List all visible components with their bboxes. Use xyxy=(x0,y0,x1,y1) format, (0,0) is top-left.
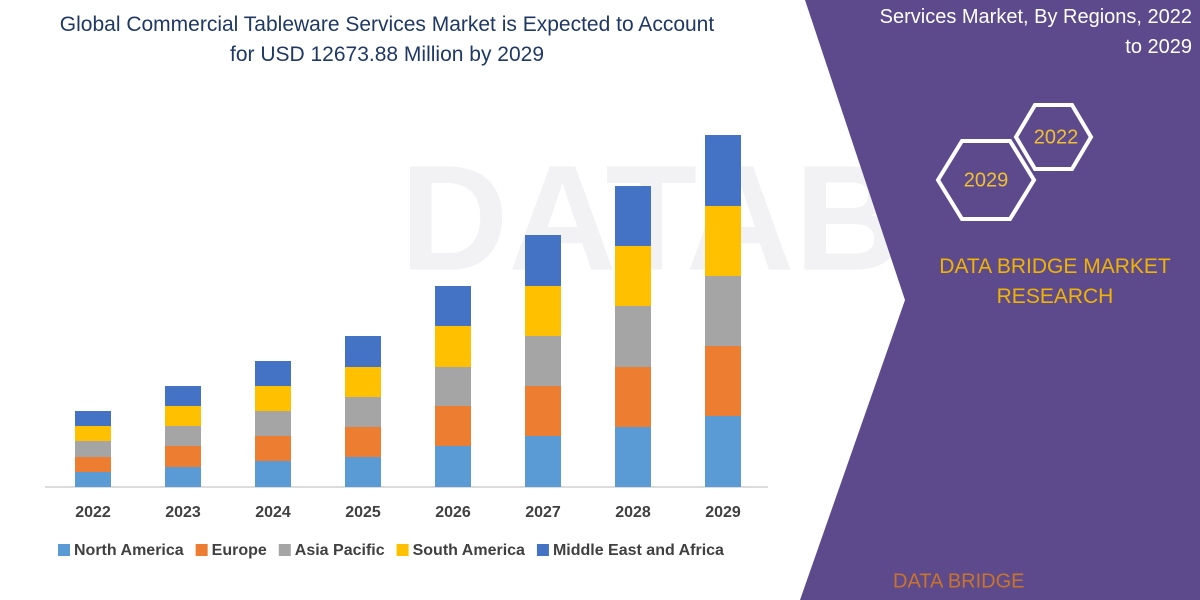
bar-segment xyxy=(705,135,741,206)
x-tick-label: 2024 xyxy=(255,504,291,521)
bar-segment xyxy=(525,235,561,286)
bar-segment xyxy=(75,426,111,441)
legend-label: North America xyxy=(74,542,184,559)
bar-segment xyxy=(165,426,201,446)
x-tick-label: 2028 xyxy=(615,504,651,521)
year-badge: 2029 xyxy=(964,169,1009,191)
legend-swatch xyxy=(195,544,208,556)
x-tick-label: 2022 xyxy=(75,504,111,521)
legend-label: Asia Pacific xyxy=(295,542,385,559)
bar-segment xyxy=(435,367,471,406)
x-tick-label: 2026 xyxy=(435,504,471,521)
legend-swatch xyxy=(536,544,549,556)
legend-swatch xyxy=(58,544,70,556)
legend-label: Europe xyxy=(212,542,267,559)
bar-segment xyxy=(345,457,381,487)
x-tick-label: 2025 xyxy=(345,504,381,521)
bar-segment xyxy=(615,427,651,487)
bar-segment xyxy=(705,346,741,416)
bar-segment xyxy=(705,416,741,487)
chart-title: Global Commercial Tableware Services Mar… xyxy=(60,13,715,66)
x-tick-label: 2029 xyxy=(705,504,741,521)
legend-label: Middle East and Africa xyxy=(553,542,724,559)
bar-segment xyxy=(525,436,561,487)
bar-segment xyxy=(435,326,471,367)
bar-segment xyxy=(75,441,111,457)
year-badge: 2022 xyxy=(1034,126,1079,148)
side-title: Services Market, By Regions, 2022 to 2029 xyxy=(880,6,1192,58)
bar-segment xyxy=(615,186,651,246)
brand-box: DATA BRIDGE MARKET RESEARCH xyxy=(939,255,1171,308)
bar-segment xyxy=(615,246,651,306)
bar-segment xyxy=(255,461,291,487)
bar-segment xyxy=(255,361,291,386)
bar-segment xyxy=(165,406,201,426)
bar-segment xyxy=(615,367,651,427)
bar-segment xyxy=(345,367,381,397)
bar-segment xyxy=(435,406,471,446)
bar-segment xyxy=(345,427,381,457)
bar-segment xyxy=(255,436,291,461)
bar-segment xyxy=(345,397,381,427)
bar-segment xyxy=(525,286,561,336)
bar-segment xyxy=(165,467,201,487)
bar-segment xyxy=(345,336,381,367)
legend-swatch xyxy=(396,544,409,556)
bar-segment xyxy=(435,446,471,487)
brand: DATA BRIDGE MARKET RESEARCH xyxy=(939,255,1171,308)
bar-segment xyxy=(255,411,291,436)
bar-segment xyxy=(75,457,111,472)
bar-segment xyxy=(705,206,741,276)
bar-segment xyxy=(435,286,471,326)
bar-segment xyxy=(705,276,741,346)
bar-segment xyxy=(525,336,561,386)
bar-segment xyxy=(75,472,111,487)
legend-swatch xyxy=(278,544,291,556)
logo-text: DATA BRIDGE xyxy=(893,570,1025,592)
bar-segment xyxy=(165,446,201,467)
x-tick-label: 2023 xyxy=(165,504,201,521)
side-panel xyxy=(800,0,1200,600)
hexagon xyxy=(935,139,1037,221)
x-tick-label: 2027 xyxy=(525,504,561,521)
bar-segment xyxy=(525,386,561,436)
bar-segment xyxy=(165,386,201,406)
bar-segment xyxy=(75,411,111,426)
bar-segment xyxy=(255,386,291,411)
legend-label: South America xyxy=(413,542,525,559)
bar-segment xyxy=(615,306,651,367)
hexagon xyxy=(1013,103,1094,171)
